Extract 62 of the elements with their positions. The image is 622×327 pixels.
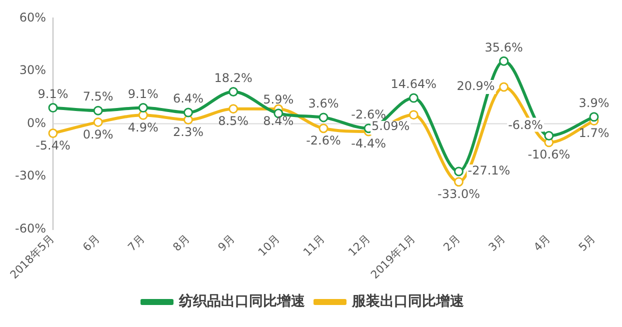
- data-label: 3.6%: [308, 96, 339, 111]
- data-label: 35.6%: [484, 40, 523, 54]
- legend-label: 纺织品出口同比增速: [178, 292, 306, 310]
- x-tick-label: 3月: [486, 232, 508, 254]
- y-tick-label: 60%: [19, 10, 46, 24]
- point: [499, 56, 509, 66]
- y-tick-label: 30%: [19, 63, 46, 78]
- data-label: 2.3%: [173, 124, 204, 139]
- x-tick-label: 4月: [531, 232, 554, 254]
- y-tick-label: 0%: [26, 116, 46, 130]
- x-tick-label: 8月: [170, 232, 192, 254]
- x-tick-label: 2月: [440, 232, 463, 254]
- point: [589, 112, 599, 122]
- x-tick-label: 12月: [346, 232, 373, 259]
- x-tick-label: 7月: [125, 232, 148, 254]
- x-tick-label: 9月: [216, 232, 238, 254]
- data-label: -27.1%: [468, 164, 510, 178]
- data-label: -2.6%: [351, 107, 386, 122]
- data-label: 6.4%: [173, 92, 204, 106]
- point: [184, 108, 193, 118]
- point: [228, 87, 238, 97]
- point: [318, 124, 328, 134]
- point: [48, 103, 58, 113]
- data-label: 20.9%: [456, 79, 495, 94]
- y-tick-label: -30%: [14, 168, 46, 183]
- data-label: -4.4%: [351, 136, 386, 151]
- data-label: 1.7%: [578, 126, 610, 140]
- point: [544, 131, 554, 140]
- x-tick-label: 10月: [256, 232, 283, 259]
- x-tick-label: 5月: [576, 232, 598, 254]
- data-label: 8.4%: [263, 114, 294, 128]
- x-tick-label: 11月: [300, 232, 328, 259]
- point: [48, 128, 58, 138]
- data-label: -33.0%: [438, 186, 480, 201]
- data-label: 5.09%: [372, 118, 410, 133]
- point: [408, 110, 418, 120]
- point: [93, 117, 103, 127]
- point: [454, 177, 464, 187]
- data-label: 9.1%: [38, 86, 68, 101]
- x-tick-label: 6月: [80, 232, 102, 254]
- point: [93, 106, 103, 116]
- point: [318, 112, 328, 122]
- point: [228, 104, 238, 114]
- legend-label: 服装出口同比增速: [351, 294, 465, 310]
- point: [408, 93, 418, 103]
- point: [454, 166, 464, 176]
- data-label: -10.6%: [528, 148, 570, 162]
- data-label: 8.5%: [218, 114, 249, 128]
- data-label: 5.9%: [263, 92, 294, 107]
- point: [138, 103, 148, 113]
- data-label: 9.1%: [128, 86, 158, 101]
- data-label: 4.9%: [128, 120, 158, 134]
- y-tick-label: -60%: [14, 221, 46, 236]
- data-label: 18.2%: [214, 70, 252, 85]
- data-label: 3.9%: [578, 96, 610, 110]
- data-label: -5.4%: [36, 138, 70, 152]
- data-label: 0.9%: [82, 127, 114, 142]
- data-label: 7.5%: [82, 90, 114, 104]
- data-label: 14.64%: [390, 77, 437, 92]
- data-label: -2.6%: [306, 133, 341, 148]
- data-label: -6.8%: [508, 118, 543, 132]
- point: [499, 82, 509, 92]
